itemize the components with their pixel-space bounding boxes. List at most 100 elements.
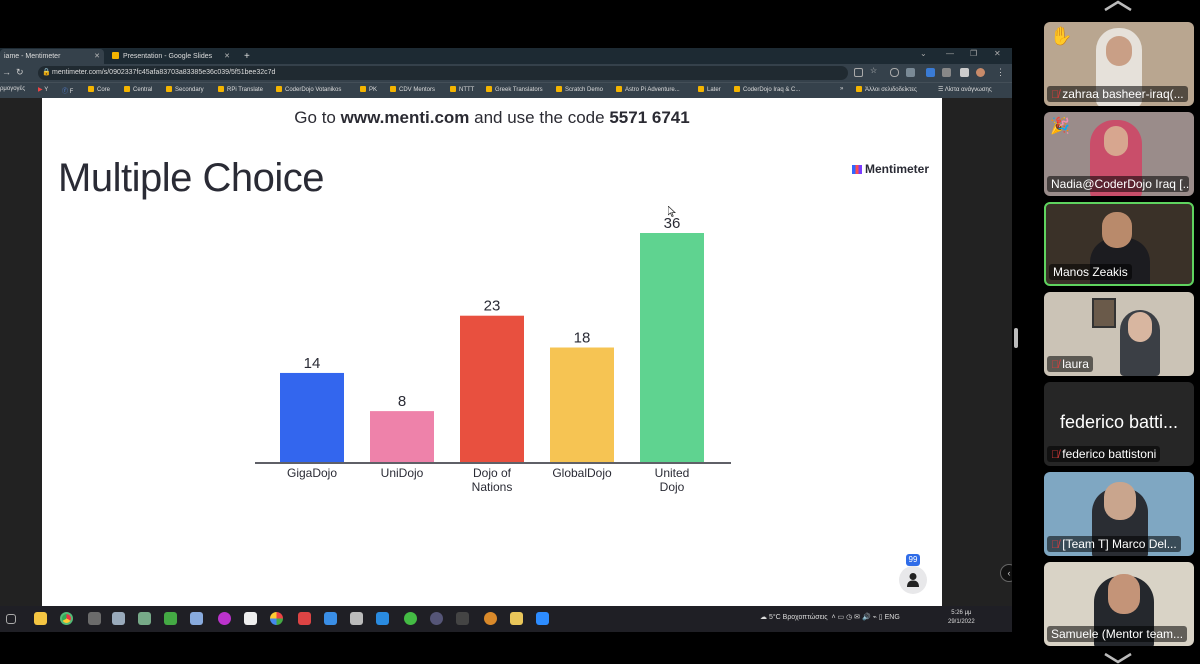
extension-icon[interactable] xyxy=(926,68,935,77)
chevron-down-icon[interactable] xyxy=(1103,652,1133,664)
tray-icons[interactable]: ˄ ▭ ◷ ✉ 🔊 ⌁ ▯ xyxy=(829,614,883,621)
bookmark[interactable]: ρμογογές xyxy=(0,86,26,92)
bar-value-label: 23 xyxy=(484,298,501,315)
url-text: mentimeter.com/s/0902337fc45afa83703a833… xyxy=(52,69,276,76)
bookmark[interactable]: Later xyxy=(698,86,721,93)
app-icon[interactable] xyxy=(138,612,151,625)
extension-icon[interactable] xyxy=(906,68,915,77)
puzzle-icon[interactable] xyxy=(960,68,969,77)
bookmark[interactable]: PK xyxy=(360,86,377,93)
zoom-icon[interactable] xyxy=(536,612,549,625)
app-icon[interactable] xyxy=(350,612,363,625)
bookmark[interactable]: CoderDojo Iraq & C... xyxy=(734,86,800,93)
page-viewport: Go to www.menti.com and use the code 557… xyxy=(0,98,1012,606)
bar xyxy=(640,233,704,462)
extension-icon[interactable] xyxy=(942,68,951,77)
collapse-panel-button[interactable]: ‹ xyxy=(1000,564,1012,582)
shared-screen: iame - Mentimeter ✕ Presentation - Googl… xyxy=(0,48,1012,632)
resize-handle[interactable] xyxy=(1014,328,1018,348)
star-icon[interactable]: ☆ xyxy=(870,66,878,75)
app-icon[interactable] xyxy=(164,612,177,625)
close-tab-icon[interactable]: ✕ xyxy=(224,53,230,60)
bookmark-label: Central xyxy=(133,87,153,93)
app-icon[interactable] xyxy=(404,612,417,625)
bookmark-facebook[interactable]: ⓕ F xyxy=(62,89,74,95)
language-indicator[interactable]: ENG xyxy=(884,614,900,621)
bookmark[interactable]: Central xyxy=(124,86,152,93)
menu-icon[interactable]: ⋮ xyxy=(996,67,1005,77)
new-tab-button[interactable]: + xyxy=(244,51,250,62)
muted-mic-icon: 🎙̸ xyxy=(1051,359,1060,371)
reading-list-label: Λίστα ανάγνωσης xyxy=(944,87,992,93)
app-icon[interactable] xyxy=(430,612,443,625)
participant-name-text: Nadia@CoderDojo Iraq [... xyxy=(1051,177,1189,191)
bookmark[interactable]: Core xyxy=(88,86,110,93)
minimize-icon[interactable]: — xyxy=(946,49,954,58)
participants-button[interactable] xyxy=(899,566,927,594)
close-tab-icon[interactable]: ✕ xyxy=(94,53,100,60)
bookmark[interactable]: NTTT xyxy=(450,86,474,93)
app-icon[interactable] xyxy=(510,612,523,625)
bookmark[interactable]: CDV Mentors xyxy=(390,86,435,93)
app-icon[interactable] xyxy=(218,612,231,625)
app-icon[interactable] xyxy=(190,612,203,625)
reload-icon[interactable]: ↻ xyxy=(16,67,24,77)
clock[interactable]: 5:26 μμ 29/1/2022 xyxy=(948,609,975,627)
bookmark[interactable]: Scratch Demo xyxy=(556,86,603,93)
video-feed xyxy=(1108,574,1140,614)
bookmark[interactable]: RPi Translate xyxy=(218,86,263,93)
bookmark[interactable]: Secondary xyxy=(166,86,204,93)
app-icon[interactable] xyxy=(112,612,125,625)
video-feed xyxy=(1128,312,1152,342)
vscode-icon[interactable] xyxy=(376,612,389,625)
participant-tile[interactable]: Samuele (Mentor team... xyxy=(1044,562,1194,646)
avatar[interactable] xyxy=(976,68,985,77)
app-icon[interactable] xyxy=(324,612,337,625)
url-input[interactable]: 🔒 mentimeter.com/s/0902337fc45afa83703a8… xyxy=(38,66,848,80)
participant-tile-speaking[interactable]: Manos Zeakis xyxy=(1044,202,1194,286)
tab-google-slides[interactable]: Presentation - Google Slides ✕ xyxy=(108,49,234,64)
participant-tile[interactable]: 🎉 Nadia@CoderDojo Iraq [... xyxy=(1044,112,1194,196)
bookmark-youtube[interactable]: ▶ Y xyxy=(38,87,49,93)
bookmark[interactable]: Astro Pi Adventure... xyxy=(616,86,680,93)
app-icon[interactable] xyxy=(298,612,311,625)
participant-name: Manos Zeakis xyxy=(1049,264,1132,280)
bookmark[interactable]: Greek Translators xyxy=(486,86,543,93)
task-view-icon[interactable] xyxy=(6,614,16,624)
pocket-icon[interactable] xyxy=(890,68,899,77)
windows-taskbar: ☁ 5°C Βροχοπτώσεις ˄ ▭ ◷ ✉ 🔊 ⌁ ▯ ENG 5:2… xyxy=(0,606,1012,632)
reading-list[interactable]: ☰ Λίστα ανάγνωσης xyxy=(938,87,992,93)
weather-icon: ☁ xyxy=(760,614,767,621)
app-icon[interactable] xyxy=(270,612,283,625)
slide-title: Multiple Choice xyxy=(58,156,324,200)
participant-tile[interactable]: federico batti... 🎙̸ federico battistoni xyxy=(1044,382,1194,466)
file-explorer-icon[interactable] xyxy=(34,612,47,625)
more-bookmarks-button[interactable]: » xyxy=(840,86,844,92)
chevron-up-icon[interactable] xyxy=(1103,0,1133,12)
participant-name-text: Manos Zeakis xyxy=(1053,265,1128,279)
category-label: GlobalDojo xyxy=(552,466,612,480)
tab-mentimeter[interactable]: iame - Mentimeter ✕ xyxy=(0,49,104,64)
forward-icon[interactable]: → xyxy=(2,67,11,77)
chrome-icon[interactable] xyxy=(60,612,73,625)
participant-tile[interactable]: ✋ 🎙̸ zahraa basheer-iraq(... xyxy=(1044,22,1194,106)
bookmark[interactable]: Άλλοι σελιδοδείκτες xyxy=(856,86,917,93)
restore-icon[interactable]: ❐ xyxy=(970,49,978,58)
chevron-down-icon[interactable]: ⌄ xyxy=(920,49,927,58)
app-icon[interactable] xyxy=(484,612,497,625)
participant-tile[interactable]: 🎙̸ [Team T] Marco Del... xyxy=(1044,472,1194,556)
weather-text[interactable]: 5°C Βροχοπτώσεις xyxy=(768,614,828,621)
bookmark-label: Scratch Demo xyxy=(565,87,604,93)
participant-tile[interactable]: 🎙̸ laura xyxy=(1044,292,1194,376)
share-icon[interactable] xyxy=(854,68,863,77)
app-icon[interactable] xyxy=(88,612,101,625)
category-label: Dojo xyxy=(660,480,685,494)
video-feed xyxy=(1106,36,1132,66)
video-feed xyxy=(1092,298,1116,328)
video-feed xyxy=(1102,212,1132,248)
participant-name-text: laura xyxy=(1062,357,1089,371)
app-icon[interactable] xyxy=(244,612,257,625)
close-window-icon[interactable]: ✕ xyxy=(994,49,1001,58)
app-icon[interactable] xyxy=(456,612,469,625)
bookmark[interactable]: CoderDojo Votanikos xyxy=(276,86,341,93)
